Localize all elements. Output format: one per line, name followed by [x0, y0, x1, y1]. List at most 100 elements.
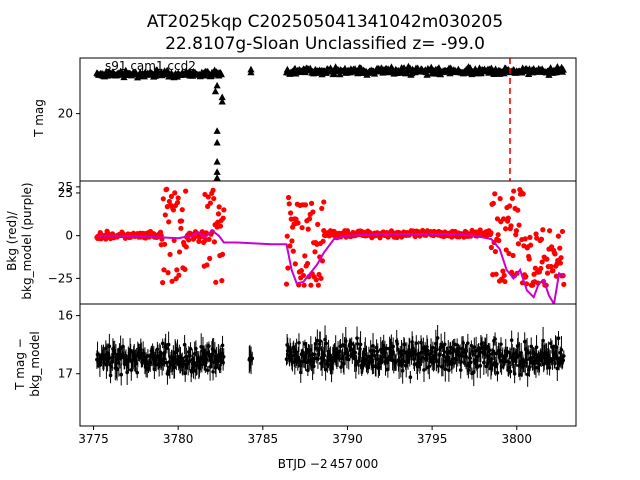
diff-point — [119, 372, 124, 377]
diff-point — [316, 357, 320, 361]
bkg-point — [216, 204, 222, 210]
bkg-point — [213, 279, 219, 285]
diff-point — [318, 339, 323, 343]
tmag-minus-bkg-panel: 16 17 3775 3780 3785 3790 3795 3800 — [58, 303, 577, 446]
diff-point — [466, 341, 470, 345]
diff-point — [443, 367, 448, 372]
bkg-point — [502, 278, 508, 285]
bkg-point — [302, 202, 309, 208]
bkg-point — [550, 268, 556, 274]
diff-point — [191, 365, 196, 370]
tmag-point — [213, 138, 221, 146]
diff-point — [445, 354, 450, 359]
diff-point — [499, 342, 503, 346]
x-tick-label: 3795 — [417, 432, 448, 446]
bkg-point — [544, 270, 551, 276]
bkg-point — [204, 262, 210, 268]
diff-point — [324, 341, 329, 346]
x-tick-label: 3790 — [332, 432, 363, 446]
diff-point — [188, 354, 192, 358]
diff-point — [372, 349, 377, 353]
diff-point — [447, 368, 451, 373]
diff-point — [115, 367, 119, 372]
diff-point — [425, 345, 429, 349]
bkg-point — [490, 200, 496, 206]
diff-point — [435, 336, 440, 340]
bkg-point — [522, 236, 528, 242]
y-tick-label: 17 — [58, 367, 73, 381]
background-panel: 25 0 −25 — [48, 180, 577, 305]
bkg-point — [283, 281, 290, 287]
diff-point — [534, 365, 538, 370]
bkg-point — [308, 282, 314, 288]
diff-point — [435, 347, 439, 352]
diff-point — [414, 341, 419, 345]
diff-point — [315, 338, 320, 343]
diff-point — [495, 371, 500, 375]
diff-point — [165, 346, 169, 350]
diff-point — [400, 368, 405, 373]
diff-point — [134, 361, 138, 366]
bkg-point — [300, 272, 307, 279]
y-tick-label: −25 — [48, 271, 73, 285]
bkg-point — [558, 255, 564, 261]
diff-point — [442, 342, 447, 347]
diff-point — [395, 342, 400, 346]
tmag-point — [435, 64, 443, 71]
diff-point — [431, 345, 435, 350]
bkg-point — [515, 207, 521, 213]
bkg-point — [511, 188, 517, 194]
bkg-point — [488, 230, 494, 236]
bkg-point — [510, 252, 516, 259]
diff-point — [508, 369, 513, 374]
bkg-point — [492, 248, 499, 255]
diff-point — [427, 364, 432, 369]
bkg-point — [539, 259, 545, 265]
diff-point — [474, 348, 478, 353]
diff-point — [146, 354, 150, 358]
bkg-point — [308, 200, 315, 206]
diff-point — [290, 357, 294, 361]
diff-point — [250, 356, 255, 361]
diff-point — [534, 345, 539, 349]
diff-point — [472, 345, 477, 349]
bkg-point — [561, 281, 567, 287]
x-tick-label: 3775 — [78, 432, 109, 446]
bkg-point — [313, 277, 319, 283]
bkg-point — [552, 251, 558, 257]
diff-point — [286, 345, 291, 349]
bkg-point — [495, 232, 501, 238]
diff-point — [155, 347, 160, 352]
diff-point — [160, 341, 165, 346]
diff-point — [553, 361, 557, 366]
bkg-point — [196, 238, 202, 244]
diff-point — [518, 372, 522, 377]
diff-point — [468, 356, 472, 360]
bkg-point — [528, 242, 534, 248]
tmag-point — [466, 64, 474, 71]
bkg-point — [496, 237, 502, 244]
tmag-point — [211, 87, 220, 95]
diff-point — [124, 353, 128, 358]
bkg-point — [219, 251, 226, 257]
bkg-point — [162, 241, 168, 247]
diff-point — [107, 344, 112, 349]
bkg-point — [310, 209, 316, 215]
bkg-point — [210, 187, 216, 193]
diff-point — [487, 348, 492, 353]
bkg-point — [304, 260, 311, 267]
bkg-point — [315, 282, 321, 288]
diff-point — [298, 363, 302, 368]
bkg-point — [488, 244, 494, 251]
bkg-point — [513, 232, 519, 238]
bkg-point — [321, 199, 327, 205]
y-axis-label-tmag: T mag — [32, 99, 46, 138]
y-axis-label-diff-line-1: T mag − — [13, 338, 27, 391]
diff-point — [384, 346, 389, 351]
diff-point — [391, 344, 395, 349]
diff-point — [297, 340, 301, 345]
diff-point — [555, 366, 560, 371]
tmag-point — [218, 97, 226, 105]
diff-point — [469, 343, 474, 348]
bkg-point — [165, 270, 171, 276]
